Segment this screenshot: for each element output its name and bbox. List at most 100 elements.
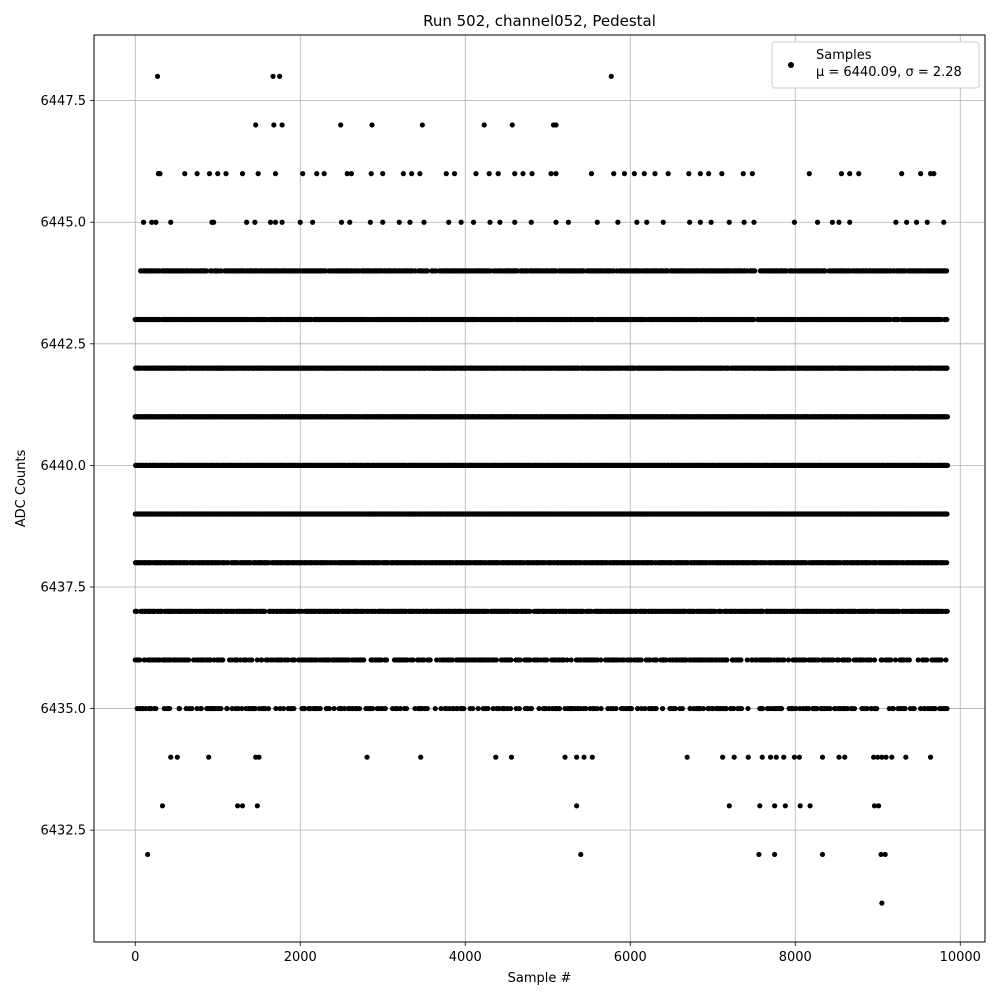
data-point [154,73,161,79]
data-point [574,754,580,760]
data-point [836,754,842,760]
data-point [553,171,559,177]
data-point [409,171,415,177]
data-point [239,171,246,177]
data-point [889,754,895,760]
data-point [941,219,947,225]
data-point [419,122,425,128]
data-point [272,219,279,225]
data-point [578,851,584,858]
data-point [767,754,774,760]
data-point [218,268,224,274]
data-point [244,219,250,225]
data-point [686,171,692,177]
data-point [451,171,458,177]
data-point [553,122,559,128]
data-point [279,219,285,225]
data-point [369,122,375,128]
data-point [819,754,826,760]
data-point [168,754,174,760]
data-point [720,754,726,760]
data-point [879,754,885,760]
data-point [267,219,274,225]
data-point [665,171,671,177]
data-point [773,754,779,760]
data-point [223,171,229,177]
data-point [277,73,283,79]
data-point [446,219,452,225]
data-point [458,219,464,225]
data-point [745,754,751,760]
data-point [756,851,762,858]
data-point [553,219,559,225]
data-point [581,754,587,760]
data-point [641,171,647,177]
data-point [938,316,944,323]
data-point [367,219,373,225]
data-point [875,754,881,760]
data-point [565,219,571,225]
data-point [697,219,703,225]
data-point [819,851,826,858]
data-point [239,803,246,809]
data-point [944,462,951,468]
data-point [272,171,279,177]
data-point [757,803,763,809]
data-point [254,803,260,809]
data-point [836,219,842,225]
data-point [347,219,353,225]
data-point [871,754,877,760]
data-point [615,219,621,225]
data-point [314,171,320,177]
data-point [159,803,166,809]
data-point [652,171,658,177]
data-point [631,171,637,177]
data-point [473,171,479,177]
data-point [751,219,757,225]
data-point [211,219,217,225]
data-point [589,754,595,760]
data-point [687,219,693,225]
data-point [338,219,345,225]
data-point [509,122,515,128]
data-point [206,754,212,760]
data-point [726,803,732,809]
data-point [297,219,303,225]
data-point [495,171,501,177]
data-point [749,171,755,177]
data-point [878,851,884,858]
data-point [380,171,386,177]
data-point [194,171,200,177]
data-point [913,219,920,225]
data-point [807,803,813,809]
data-point [944,511,950,517]
data-points [132,73,951,906]
data-point [814,219,821,225]
data-point [270,73,276,79]
data-point [493,754,499,760]
data-point [380,219,386,225]
data-point [279,122,285,128]
data-point [782,803,788,809]
data-point [418,754,424,760]
data-point [847,171,853,177]
data-point [588,171,595,177]
data-point [529,171,535,177]
data-point [562,754,568,760]
data-point [731,754,737,760]
data-point [706,171,712,177]
data-point [750,316,757,323]
data-point [822,268,828,274]
data-point [153,219,159,225]
data-point [797,803,803,809]
data-point [255,171,261,177]
data-point [344,171,350,177]
data-point [421,219,427,225]
data-point [481,122,487,128]
data-point [829,219,835,225]
data-point [487,219,493,225]
data-point [697,171,703,177]
data-point [741,219,747,225]
data-point [348,171,354,177]
